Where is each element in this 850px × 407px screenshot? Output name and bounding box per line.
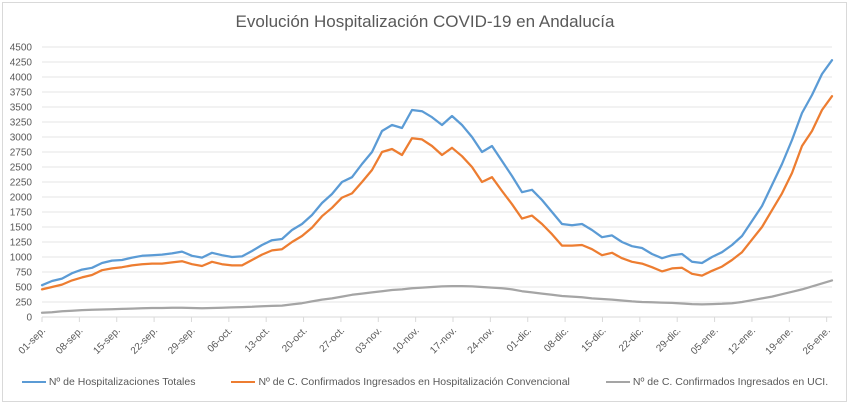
legend-label-uci: Nº de C. Confirmados Ingresados en UCI. xyxy=(632,376,829,388)
y-axis: 0 250 500 750 1000 1250 1500 1750 2000 2250 2500 27… xyxy=(10,43,33,324)
x-tick-label: 15-sep. xyxy=(91,325,122,356)
y-tick-label: 500 xyxy=(15,283,32,294)
series-lines xyxy=(40,59,834,314)
chart-frame xyxy=(2,2,847,402)
series-line-2 xyxy=(40,279,834,314)
x-tick-label: 03-nov. xyxy=(354,325,385,356)
y-tick-label: 1500 xyxy=(10,223,33,234)
x-tick-label: 08-sep. xyxy=(54,325,85,356)
x-tick-label: 01-dic. xyxy=(505,325,534,354)
y-tick-label: 750 xyxy=(15,268,32,279)
y-tick-label: 3250 xyxy=(10,118,33,129)
chart-title: Evolución Hospitalización COVID-19 en An… xyxy=(235,12,615,31)
x-tick-label: 27-oct. xyxy=(318,325,347,354)
legend-item-convencional: Nº de C. Confirmados Ingresados en Hospi… xyxy=(231,376,570,388)
x-tick-label: 26-ene. xyxy=(801,325,833,357)
legend-swatch-convencional xyxy=(231,380,256,384)
x-tick-label: 20-oct. xyxy=(280,325,309,354)
x-tick-label: 05-ene. xyxy=(689,325,721,357)
legend: Nº de Hospitalizaciones Totales Nº de C.… xyxy=(0,376,850,388)
x-tick-label: 24-nov. xyxy=(466,325,497,356)
legend-label-totales: Nº de Hospitalizaciones Totales xyxy=(48,376,196,388)
y-tick-label: 250 xyxy=(15,298,32,309)
y-tick-label: 4000 xyxy=(10,73,33,84)
x-tick-label: 29-dic. xyxy=(654,325,683,354)
y-tick-label: 1000 xyxy=(10,253,33,264)
y-tick-label: 2000 xyxy=(10,193,33,204)
x-tick-label: 22-dic. xyxy=(617,325,646,354)
series-line-1 xyxy=(40,95,834,291)
legend-label-convencional: Nº de C. Confirmados Ingresados en Hospi… xyxy=(258,376,570,388)
x-tick-label: 22-sep. xyxy=(129,325,160,356)
gridlines xyxy=(42,46,832,318)
y-tick-label: 0 xyxy=(26,313,32,324)
x-tick-label: 19-ene. xyxy=(764,325,796,357)
y-tick-label: 1750 xyxy=(10,208,33,219)
y-tick-label: 3000 xyxy=(10,133,33,144)
legend-item-uci: Nº de C. Confirmados Ingresados en UCI. xyxy=(605,376,829,388)
legend-swatch-totales xyxy=(21,380,46,384)
x-tick-label: 17-nov. xyxy=(428,325,459,356)
x-tick-label: 29-sep. xyxy=(166,325,197,356)
legend-swatch-uci xyxy=(605,380,630,384)
y-tick-label: 4500 xyxy=(10,43,33,54)
x-tick-label: 15-dic. xyxy=(580,325,609,354)
y-tick-label: 1250 xyxy=(10,238,33,249)
legend-item-totales: Nº de Hospitalizaciones Totales xyxy=(21,376,196,388)
x-tick-label: 13-oct. xyxy=(243,325,272,354)
y-tick-label: 3500 xyxy=(10,103,33,114)
x-tick-label: 08-dic. xyxy=(542,325,571,354)
y-tick-label: 2250 xyxy=(10,178,33,189)
x-tick-label: 01-sep. xyxy=(17,325,48,356)
x-axis: 01-sep. 08-sep. 15-sep. 22-sep. 29-sep. 06-oc… xyxy=(17,317,833,357)
series-line-0 xyxy=(40,59,834,287)
y-tick-label: 2500 xyxy=(10,163,33,174)
y-tick-label: 4250 xyxy=(10,58,33,69)
x-tick-label: 06-oct. xyxy=(206,325,235,354)
y-tick-label: 3750 xyxy=(10,88,33,99)
x-tick-label: 10-nov. xyxy=(391,325,422,356)
x-tick-label: 12-ene. xyxy=(726,325,758,357)
y-tick-label: 2750 xyxy=(10,148,33,159)
